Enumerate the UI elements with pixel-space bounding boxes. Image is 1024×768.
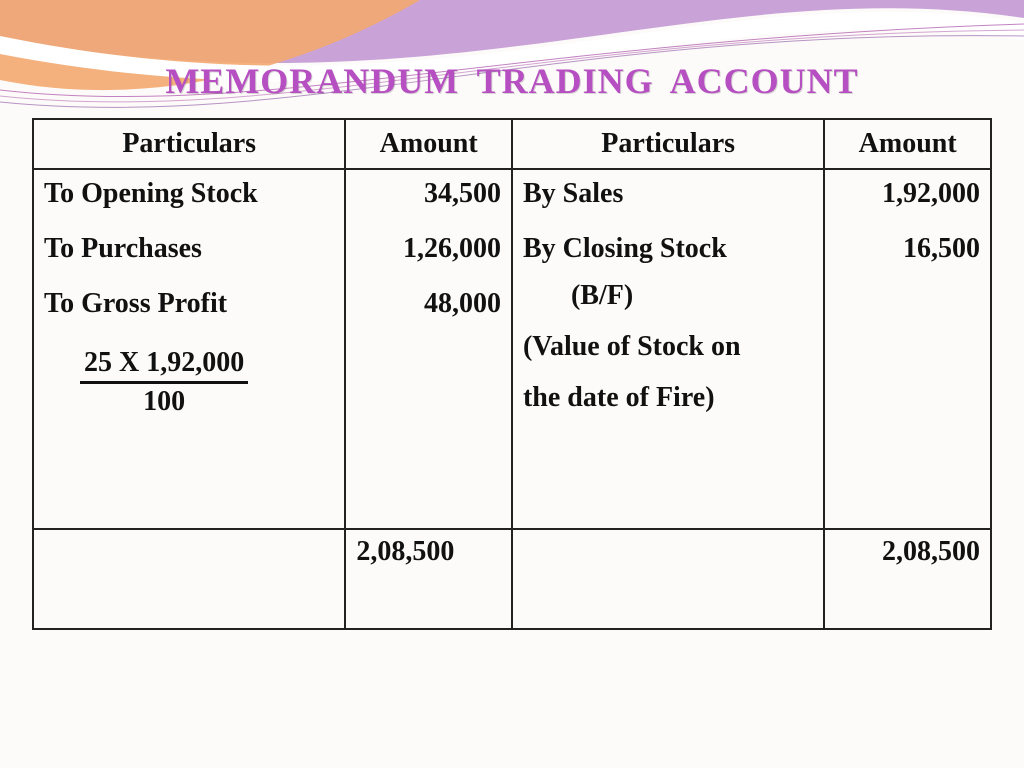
table-totals-row: 2,08,500 2,08,500 xyxy=(33,529,991,629)
credit-particulars-cell: By Sales By Closing Stock (B/F) (Value o… xyxy=(512,169,824,529)
credit-total-amount: 2,08,500 xyxy=(824,529,991,629)
debit-row-2-amount: 1,26,000 xyxy=(356,231,501,266)
credit-row-2-label: By Closing Stock xyxy=(523,231,813,266)
credit-row-2-amount: 16,500 xyxy=(835,231,980,266)
credit-row-2-sub3: the date of Fire) xyxy=(523,380,813,415)
debit-amount-cell: 34,500 1,26,000 48,000 xyxy=(345,169,512,529)
debit-row-3-amount: 48,000 xyxy=(356,286,501,321)
credit-row-1-label: By Sales xyxy=(523,176,813,211)
col-debit-amount: Amount xyxy=(345,119,512,169)
slide-title: MEMORANDUM TRADING ACCOUNT xyxy=(0,60,1024,102)
table-body-row: To Opening Stock To Purchases To Gross P… xyxy=(33,169,991,529)
calc-numerator: 25 X 1,92,000 xyxy=(80,347,248,384)
table-header-row: Particulars Amount Particulars Amount xyxy=(33,119,991,169)
credit-total-particulars xyxy=(512,529,824,629)
credit-row-2-sub1: (B/F) xyxy=(523,278,813,313)
calc-denominator: 100 xyxy=(80,384,248,418)
debit-total-particulars xyxy=(33,529,345,629)
debit-row-2-label: To Purchases xyxy=(44,231,334,266)
credit-row-2-sub2: (Value of Stock on xyxy=(523,329,813,364)
credit-row-1-amount: 1,92,000 xyxy=(835,176,980,211)
col-credit-amount: Amount xyxy=(824,119,991,169)
credit-amount-cell: 1,92,000 16,500 xyxy=(824,169,991,529)
debit-row-1-amount: 34,500 xyxy=(356,176,501,211)
trading-account-table: Particulars Amount Particulars Amount To… xyxy=(32,118,992,630)
col-credit-particulars: Particulars xyxy=(512,119,824,169)
debit-row-1-label: To Opening Stock xyxy=(44,176,334,211)
col-debit-particulars: Particulars xyxy=(33,119,345,169)
gross-profit-calc: 25 X 1,92,000 100 xyxy=(80,347,248,418)
debit-particulars-cell: To Opening Stock To Purchases To Gross P… xyxy=(33,169,345,529)
debit-total-amount: 2,08,500 xyxy=(345,529,512,629)
debit-row-3-label: To Gross Profit xyxy=(44,286,334,321)
